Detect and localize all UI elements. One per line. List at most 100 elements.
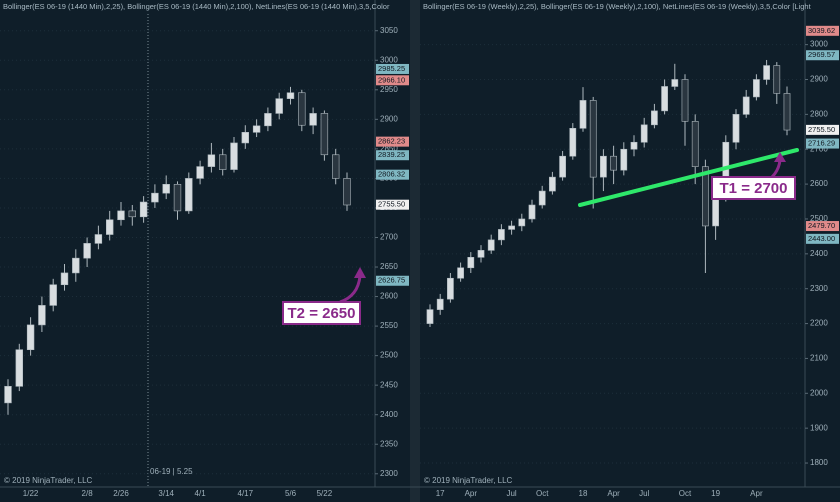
candle-body [207,154,216,167]
x-tick-label: 19 [711,489,720,498]
candle-body [671,79,679,87]
candle-body [252,125,261,133]
price-tag [376,199,409,210]
candle-body [49,284,57,306]
y-tick-label: 2300 [810,284,828,293]
candle-body [38,305,46,326]
y-tick-label: 2300 [380,469,398,478]
x-tick-label: Oct [679,489,692,498]
price-tag-label: 3039.62 [808,26,835,35]
y-tick-label: 2200 [810,319,828,328]
target-label: T1 = 2700 [720,180,788,197]
cursor-label: 06-19 | 5.25 [150,467,193,476]
candle-body [651,110,658,126]
y-tick-label: 2650 [380,262,398,271]
x-tick-label: Apr [607,489,620,498]
x-tick-label: Jul [506,489,516,498]
price-tag-label: 2969.57 [808,50,835,59]
y-tick-label: 2950 [380,85,398,94]
price-tag [376,136,409,147]
arrow-head-t2 [354,267,366,278]
candle-body [763,65,770,80]
y-tick-label: 2500 [380,351,398,360]
candle-body [549,176,556,192]
candle-body [83,243,91,259]
x-tick-label: Apr [750,489,763,498]
x-tick-label: 2/26 [113,489,129,498]
candle-body [732,114,740,143]
candle-body [26,324,35,351]
candle-body [783,93,791,131]
candle-body [773,65,781,94]
price-tag [806,138,839,149]
candle-body [286,92,295,99]
candle-body [589,100,597,178]
y-tick-label: 3050 [380,26,398,35]
candle-body [275,98,283,114]
candle-body [15,349,23,387]
candle-body [309,113,317,126]
price-tag [376,63,409,74]
price-tag [806,50,839,61]
price-tag-label: 2479.70 [808,221,835,230]
x-tick-label: 18 [579,489,588,498]
x-tick-label: Apr [465,489,478,498]
y-tick-label: 2850 [380,144,398,153]
y-tick-label: 2400 [380,410,398,419]
price-tag-label: 2806.32 [378,170,405,179]
y-tick-label: 3000 [380,55,398,64]
candle-body [640,124,648,143]
divider [410,0,420,502]
candle-body [712,197,719,227]
trend-line [578,148,799,207]
candle-body [681,79,689,122]
y-tick-label: 2900 [380,114,398,123]
candle-body [185,178,193,212]
x-tick-label: 1/22 [23,489,39,498]
candle-body [436,298,444,310]
price-tag-label: 2626.75 [378,276,405,285]
candle-body [610,155,617,171]
candle-body [630,141,638,150]
price-tag-label: 2755.50 [378,200,405,209]
candle-body [661,86,668,112]
x-tick-label: 17 [436,489,445,498]
footer: © 2019 NinjaTrader, LLC [4,476,93,485]
candle-body [162,184,170,194]
candle-body [72,257,80,274]
y-tick-label: 2500 [810,214,828,223]
arrow-head-t1 [774,152,786,162]
chart-header: Bollinger(ES 06-19 (Weekly),2,25), Bolli… [423,2,812,11]
y-tick-label: 2800 [810,109,828,118]
candle-body [569,128,577,157]
price-tag [806,221,839,232]
x-tick-label: 5/22 [317,489,333,498]
x-tick-label: 4/1 [195,489,207,498]
y-tick-label: 1800 [810,458,828,467]
x-tick-label: 3/14 [158,489,174,498]
candle-body [467,257,475,269]
candle-body [230,142,238,170]
candle-body [487,239,495,251]
price-tag-label: 2443.00 [808,234,835,243]
y-tick-label: 1900 [810,423,828,432]
price-tag-label: 2755.50 [808,125,835,134]
candle-body [753,79,760,98]
candle-body [196,166,204,179]
candle-body [320,113,329,156]
candle-body [742,96,750,115]
candle-body [702,166,709,227]
candle-body [447,277,454,300]
candle-body [264,113,272,127]
price-tag [806,25,839,36]
right-panel [420,0,840,502]
arrow-t2 [339,275,362,304]
target-box [282,301,361,325]
price-tag [806,233,839,244]
x-tick-label: Oct [536,489,549,498]
candle-body [528,204,536,220]
candle-body [117,210,125,221]
price-tag [376,75,409,86]
x-tick-label: 4/17 [238,489,254,498]
